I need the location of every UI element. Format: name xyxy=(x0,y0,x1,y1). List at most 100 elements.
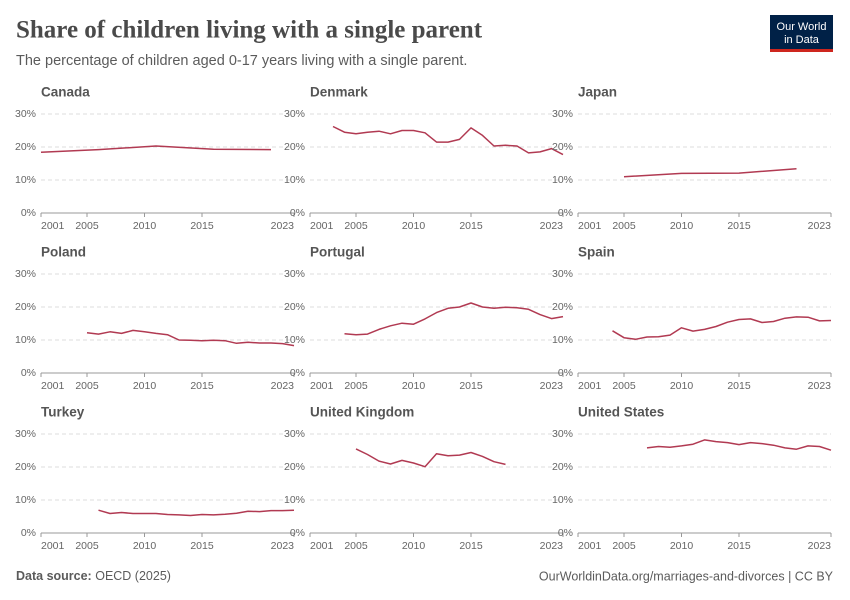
x-tick-label: 2005 xyxy=(344,380,368,392)
x-tick-label: 2023 xyxy=(540,380,564,392)
x-tick-label: 2010 xyxy=(402,380,426,392)
y-tick-label: 20% xyxy=(284,461,305,473)
y-tick-label: 0% xyxy=(290,367,305,379)
subtitle: The percentage of children aged 0-17 yea… xyxy=(16,53,467,69)
x-tick-label: 2005 xyxy=(75,220,99,232)
x-tick-label: 2001 xyxy=(310,220,334,232)
panel-title: Turkey xyxy=(41,405,85,420)
x-tick-label: 2023 xyxy=(271,220,295,232)
x-tick-label: 2015 xyxy=(459,380,483,392)
y-tick-label: 10% xyxy=(15,334,36,346)
panel-title: Portugal xyxy=(310,245,365,260)
data-line xyxy=(646,439,832,451)
x-tick-label: 2001 xyxy=(41,380,65,392)
x-tick-label: 2023 xyxy=(808,220,832,232)
x-tick-label: 2001 xyxy=(41,220,65,232)
y-tick-label: 0% xyxy=(21,207,36,219)
y-tick-label: 10% xyxy=(284,494,305,506)
y-tick-label: 0% xyxy=(290,207,305,219)
x-tick-label: 2010 xyxy=(133,220,157,232)
footer-source: Data source: OECD (2025) xyxy=(16,569,171,583)
x-tick-label: 2005 xyxy=(612,380,636,392)
x-tick-label: 2023 xyxy=(808,540,832,552)
panel-title: United Kingdom xyxy=(310,405,414,420)
y-tick-label: 20% xyxy=(15,141,36,153)
y-tick-label: 10% xyxy=(284,174,305,186)
x-tick-label: 2015 xyxy=(190,380,214,392)
data-line xyxy=(355,448,506,468)
y-tick-label: 0% xyxy=(290,527,305,539)
x-tick-label: 2010 xyxy=(133,380,157,392)
logo[interactable] xyxy=(770,15,833,49)
logo-text: in Data xyxy=(784,34,820,46)
x-tick-label: 2001 xyxy=(578,380,602,392)
y-tick-label: 20% xyxy=(552,461,573,473)
y-tick-label: 0% xyxy=(558,367,573,379)
data-line xyxy=(623,168,797,178)
source-label: Data source: xyxy=(16,569,92,583)
x-tick-label: 2010 xyxy=(133,540,157,552)
y-tick-label: 30% xyxy=(15,108,36,120)
x-tick-label: 2015 xyxy=(190,220,214,232)
footer-url[interactable]: OurWorldinData.org/marriages-and-divorce… xyxy=(539,569,834,583)
y-tick-label: 30% xyxy=(15,268,36,280)
x-tick-label: 2005 xyxy=(612,540,636,552)
y-tick-label: 30% xyxy=(284,268,305,280)
x-tick-label: 2001 xyxy=(41,540,65,552)
y-tick-label: 20% xyxy=(284,301,305,313)
panel-title: Canada xyxy=(41,85,90,100)
y-tick-label: 30% xyxy=(284,108,305,120)
data-line xyxy=(332,125,564,156)
data-line xyxy=(344,302,564,336)
y-tick-label: 10% xyxy=(552,334,573,346)
x-tick-label: 2005 xyxy=(612,220,636,232)
x-tick-label: 2010 xyxy=(670,380,694,392)
y-tick-label: 10% xyxy=(15,174,36,186)
y-tick-label: 30% xyxy=(552,108,573,120)
y-tick-label: 10% xyxy=(284,334,305,346)
logo-bar xyxy=(770,49,833,52)
panel-title: Spain xyxy=(578,245,615,260)
x-tick-label: 2015 xyxy=(727,540,751,552)
data-line xyxy=(98,509,295,517)
panel-title: Poland xyxy=(41,245,86,260)
panel-title: Japan xyxy=(578,85,617,100)
y-tick-label: 20% xyxy=(552,301,573,313)
y-tick-label: 20% xyxy=(552,141,573,153)
source: OECD (2025) xyxy=(95,569,171,583)
y-tick-label: 30% xyxy=(552,268,573,280)
x-tick-label: 2010 xyxy=(670,540,694,552)
y-tick-label: 10% xyxy=(552,174,573,186)
x-tick-label: 2001 xyxy=(310,380,334,392)
x-tick-label: 2001 xyxy=(578,540,602,552)
logo-text: Our World xyxy=(777,21,827,33)
x-tick-label: 2005 xyxy=(75,540,99,552)
data-line xyxy=(40,145,272,154)
x-tick-label: 2015 xyxy=(459,540,483,552)
title: Share of children living with a single p… xyxy=(16,17,483,44)
y-tick-label: 0% xyxy=(21,367,36,379)
y-tick-label: 10% xyxy=(15,494,36,506)
x-tick-label: 2010 xyxy=(402,220,426,232)
x-tick-label: 2023 xyxy=(540,540,564,552)
y-tick-label: 30% xyxy=(15,428,36,440)
y-tick-label: 20% xyxy=(15,301,36,313)
x-tick-label: 2015 xyxy=(727,220,751,232)
x-tick-label: 2005 xyxy=(75,380,99,392)
x-tick-label: 2005 xyxy=(344,540,368,552)
x-tick-label: 2015 xyxy=(190,540,214,552)
x-tick-label: 2015 xyxy=(459,220,483,232)
y-tick-label: 0% xyxy=(558,207,573,219)
y-tick-label: 20% xyxy=(284,141,305,153)
x-tick-label: 2023 xyxy=(271,380,295,392)
x-tick-label: 2023 xyxy=(271,540,295,552)
y-tick-label: 30% xyxy=(284,428,305,440)
x-tick-label: 2001 xyxy=(578,220,602,232)
x-tick-label: 2023 xyxy=(540,220,564,232)
x-tick-label: 2005 xyxy=(344,220,368,232)
x-tick-label: 2001 xyxy=(310,540,334,552)
x-tick-label: 2010 xyxy=(670,220,694,232)
